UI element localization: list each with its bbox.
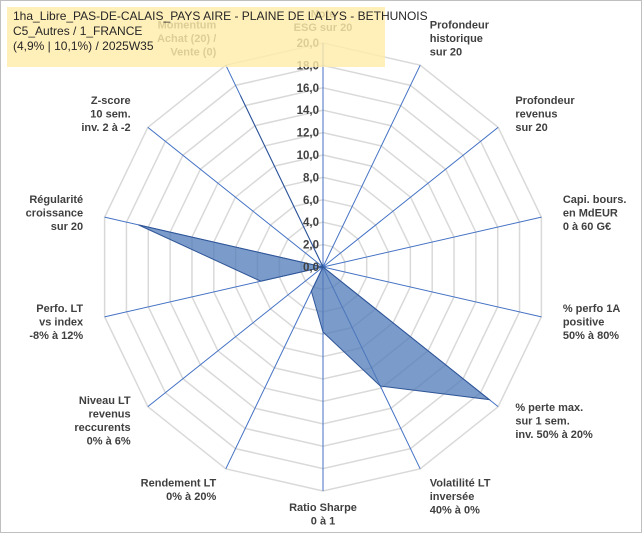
axis-spoke: [225, 266, 324, 470]
tick-label: 8,0: [303, 172, 319, 184]
tick-label: 10,0: [297, 150, 319, 162]
category-label: Profondeur historique sur 20: [430, 19, 490, 58]
tick-label: 2,0: [303, 240, 319, 252]
category-label: Ratio Sharpe 0 à 1: [289, 502, 357, 528]
category-label: Régularité croissance sur 20: [26, 194, 83, 233]
category-label: Profondeur revenus sur 20: [515, 95, 575, 134]
category-label: Niveau LT revenus reccurents 0% à 6%: [74, 395, 131, 448]
axis-spoke: [322, 64, 421, 268]
tick-label: 6,0: [303, 195, 319, 207]
category-label: Z-score 10 sem. inv. 2 à -2: [81, 95, 130, 134]
series-area: [138, 95, 492, 401]
tick-label: 16,0: [297, 83, 319, 95]
category-label: % perte max. sur 1 sem. inv. 50% à 20%: [515, 402, 593, 441]
title-line: 1ha_Libre_PAS-DE-CALAIS_PAYS AIRE - PLAI…: [13, 9, 428, 23]
category-label: Capi. bours. en MdEUR 0 à 60 G€: [563, 194, 627, 233]
category-label: Perfo. LT vs index -8% à 12%: [29, 303, 84, 342]
category-label: % perfo 1A positive 50% à 80%: [563, 303, 621, 342]
tick-label: 12,0: [297, 128, 319, 140]
tick-label: 0,0: [303, 262, 319, 274]
axis-spoke: [322, 126, 499, 268]
axis-spoke: [322, 266, 542, 318]
category-label: Volatilité LT inversée 40% à 0%: [430, 478, 491, 517]
title-line: C5_Autres / 1_FRANCE: [13, 24, 143, 38]
tick-label: 14,0: [297, 105, 319, 117]
title-line: (4,9% | 10,1%) / 2025W35: [13, 39, 154, 53]
tick-label: 4,0: [303, 217, 319, 229]
axis-spoke: [147, 266, 324, 408]
chart-title: 1ha_Libre_PAS-DE-CALAIS_PAYS AIRE - PLAI…: [7, 7, 428, 67]
category-label: Rendement LT 0% à 20%: [141, 478, 217, 504]
axis-spoke: [322, 216, 542, 268]
axis-spoke: [147, 126, 324, 268]
